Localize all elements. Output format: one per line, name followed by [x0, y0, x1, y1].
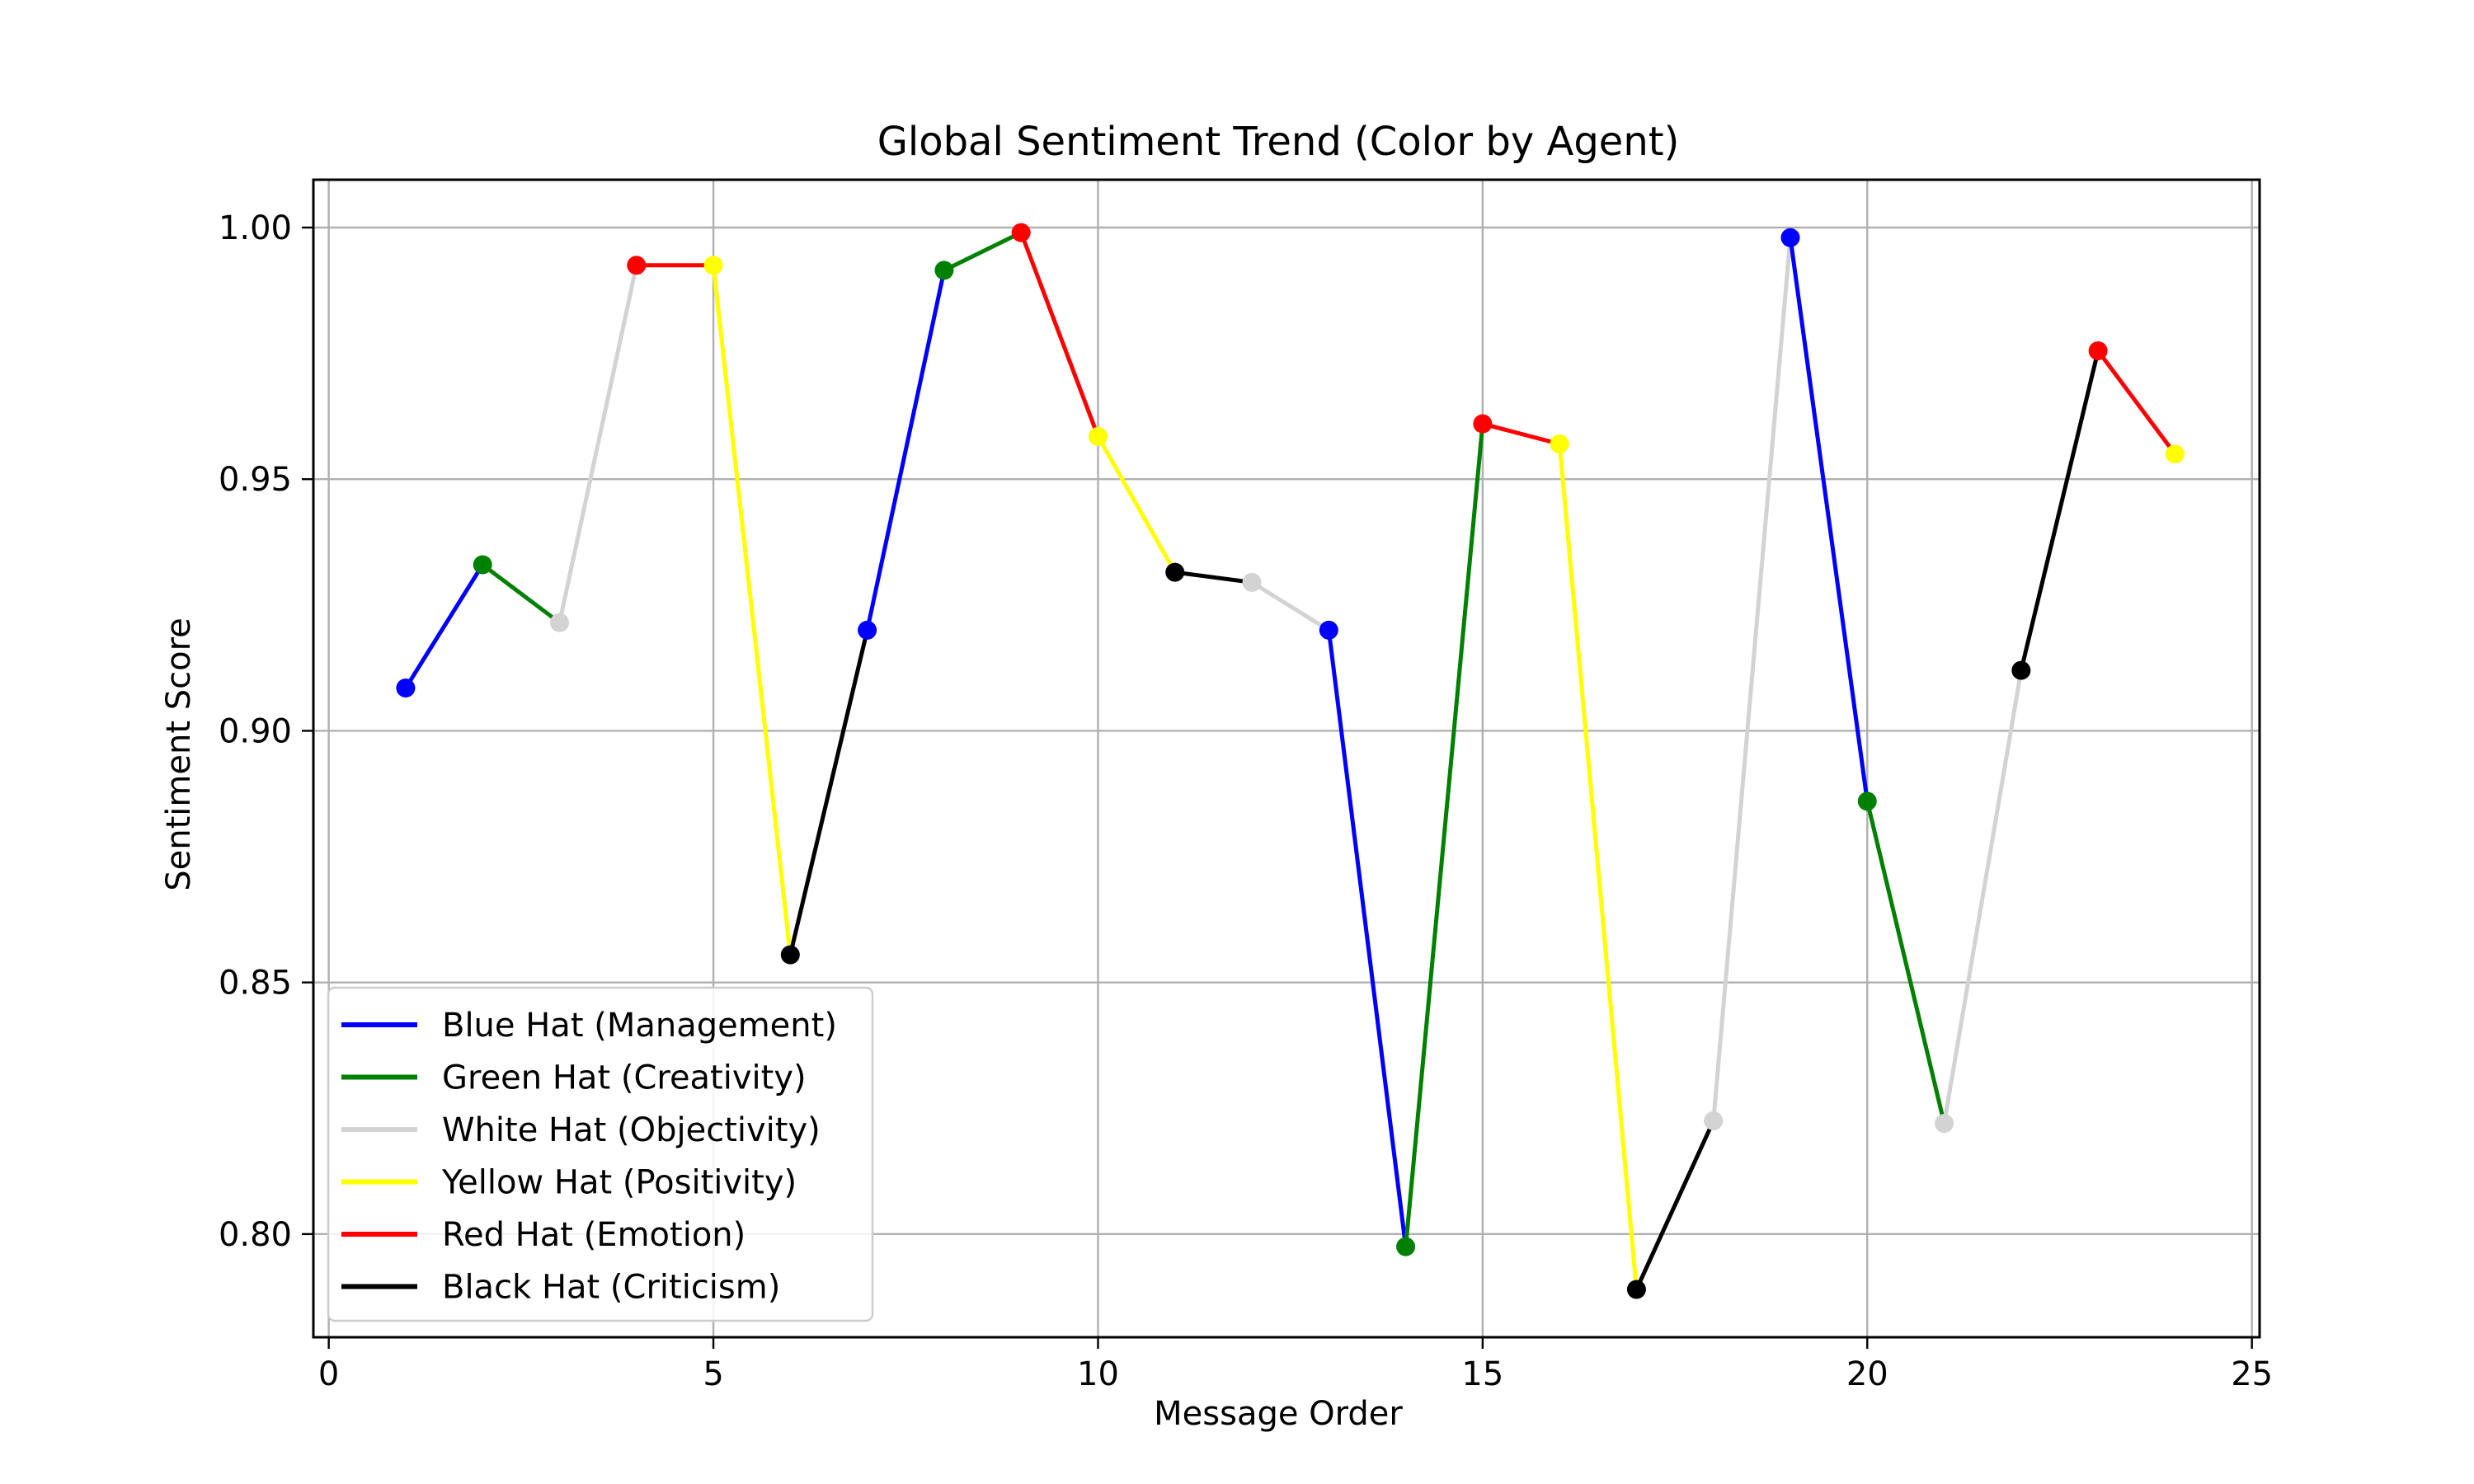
legend-entry: White Hat (Objectivity) [442, 1111, 821, 1149]
series-segment [1788, 235, 1870, 804]
legend-entry: Green Hat (Creativity) [442, 1059, 807, 1097]
series-segment [1326, 627, 1409, 1249]
data-point [1473, 414, 1493, 434]
plot-frame [312, 178, 2261, 1339]
data-point [1088, 426, 1108, 446]
axes: 0 5 10 15 20 25 0.80 0.85 0.90 0.95 1.00 [219, 178, 2273, 1393]
y-tick-label: 1.00 [219, 209, 292, 247]
series-segment [1479, 421, 1563, 447]
series-segment [864, 267, 947, 633]
data-point [627, 256, 647, 275]
series-segment [1249, 579, 1332, 633]
legend-entry: Red Hat (Emotion) [442, 1216, 745, 1254]
series-segment [2018, 348, 2101, 674]
series-segment [2095, 348, 2178, 458]
data-point [549, 613, 569, 632]
series-segment [1634, 1118, 1717, 1293]
chart-title: Global Sentiment Trend (Color by Agent) [877, 119, 1680, 165]
x-axis-label: Message Order [1154, 1395, 1403, 1433]
legend-entry: Blue Hat (Management) [442, 1007, 837, 1045]
data-point [1319, 620, 1338, 640]
data-point [1857, 791, 1877, 811]
data-point [2088, 341, 2108, 361]
y-tick-label: 0.95 [219, 461, 292, 499]
series-segment [402, 561, 486, 691]
data-point [2011, 660, 2031, 680]
x-tick-label: 15 [1461, 1355, 1503, 1393]
grid-lines [313, 180, 2260, 1337]
series-segment [788, 627, 870, 958]
legend-box [327, 986, 874, 1322]
y-tick-label: 0.90 [219, 712, 292, 750]
series-segments [402, 229, 2178, 1293]
series-segment [1711, 235, 1793, 1124]
series-segment [941, 229, 1024, 274]
data-points [396, 223, 2185, 1299]
series-segment [1095, 433, 1178, 575]
x-tick-label: 0 [318, 1355, 339, 1393]
series-segment [1018, 229, 1101, 439]
series-segment [1557, 441, 1639, 1292]
legend: Blue Hat (Management) Green Hat (Creativi… [327, 986, 874, 1322]
series-segment [1172, 570, 1254, 585]
y-axis-label: Sentiment Score [160, 618, 198, 891]
legend-entry: Yellow Hat (Positivity) [441, 1164, 797, 1202]
data-point [703, 256, 723, 275]
x-tick-label: 5 [703, 1355, 723, 1393]
data-point [858, 620, 877, 640]
x-tick-label: 10 [1077, 1355, 1119, 1393]
series-segment [711, 263, 793, 957]
data-point [934, 261, 954, 280]
data-point [1626, 1280, 1646, 1299]
series-segment [557, 262, 639, 626]
series-segment [479, 561, 562, 626]
data-point [1011, 223, 1031, 242]
data-point [780, 945, 800, 965]
data-point [1704, 1111, 1724, 1131]
x-tick-label: 20 [1846, 1355, 1888, 1393]
data-point [1550, 434, 1569, 453]
y-tick-label: 0.85 [219, 965, 292, 1003]
series-segment [1941, 668, 2024, 1126]
data-point [1242, 572, 1262, 592]
data-point [473, 555, 492, 575]
series-segment [1865, 798, 1947, 1126]
data-point [1165, 562, 1185, 582]
x-tick-label: 25 [2231, 1355, 2273, 1393]
data-point [2165, 444, 2185, 464]
data-point [1935, 1114, 1954, 1134]
legend-entry: Black Hat (Criticism) [442, 1269, 780, 1307]
data-point [1780, 228, 1800, 247]
series-segment [1403, 421, 1485, 1249]
data-point [396, 679, 416, 698]
y-tick-label: 0.80 [219, 1216, 292, 1254]
data-point [1396, 1237, 1416, 1256]
